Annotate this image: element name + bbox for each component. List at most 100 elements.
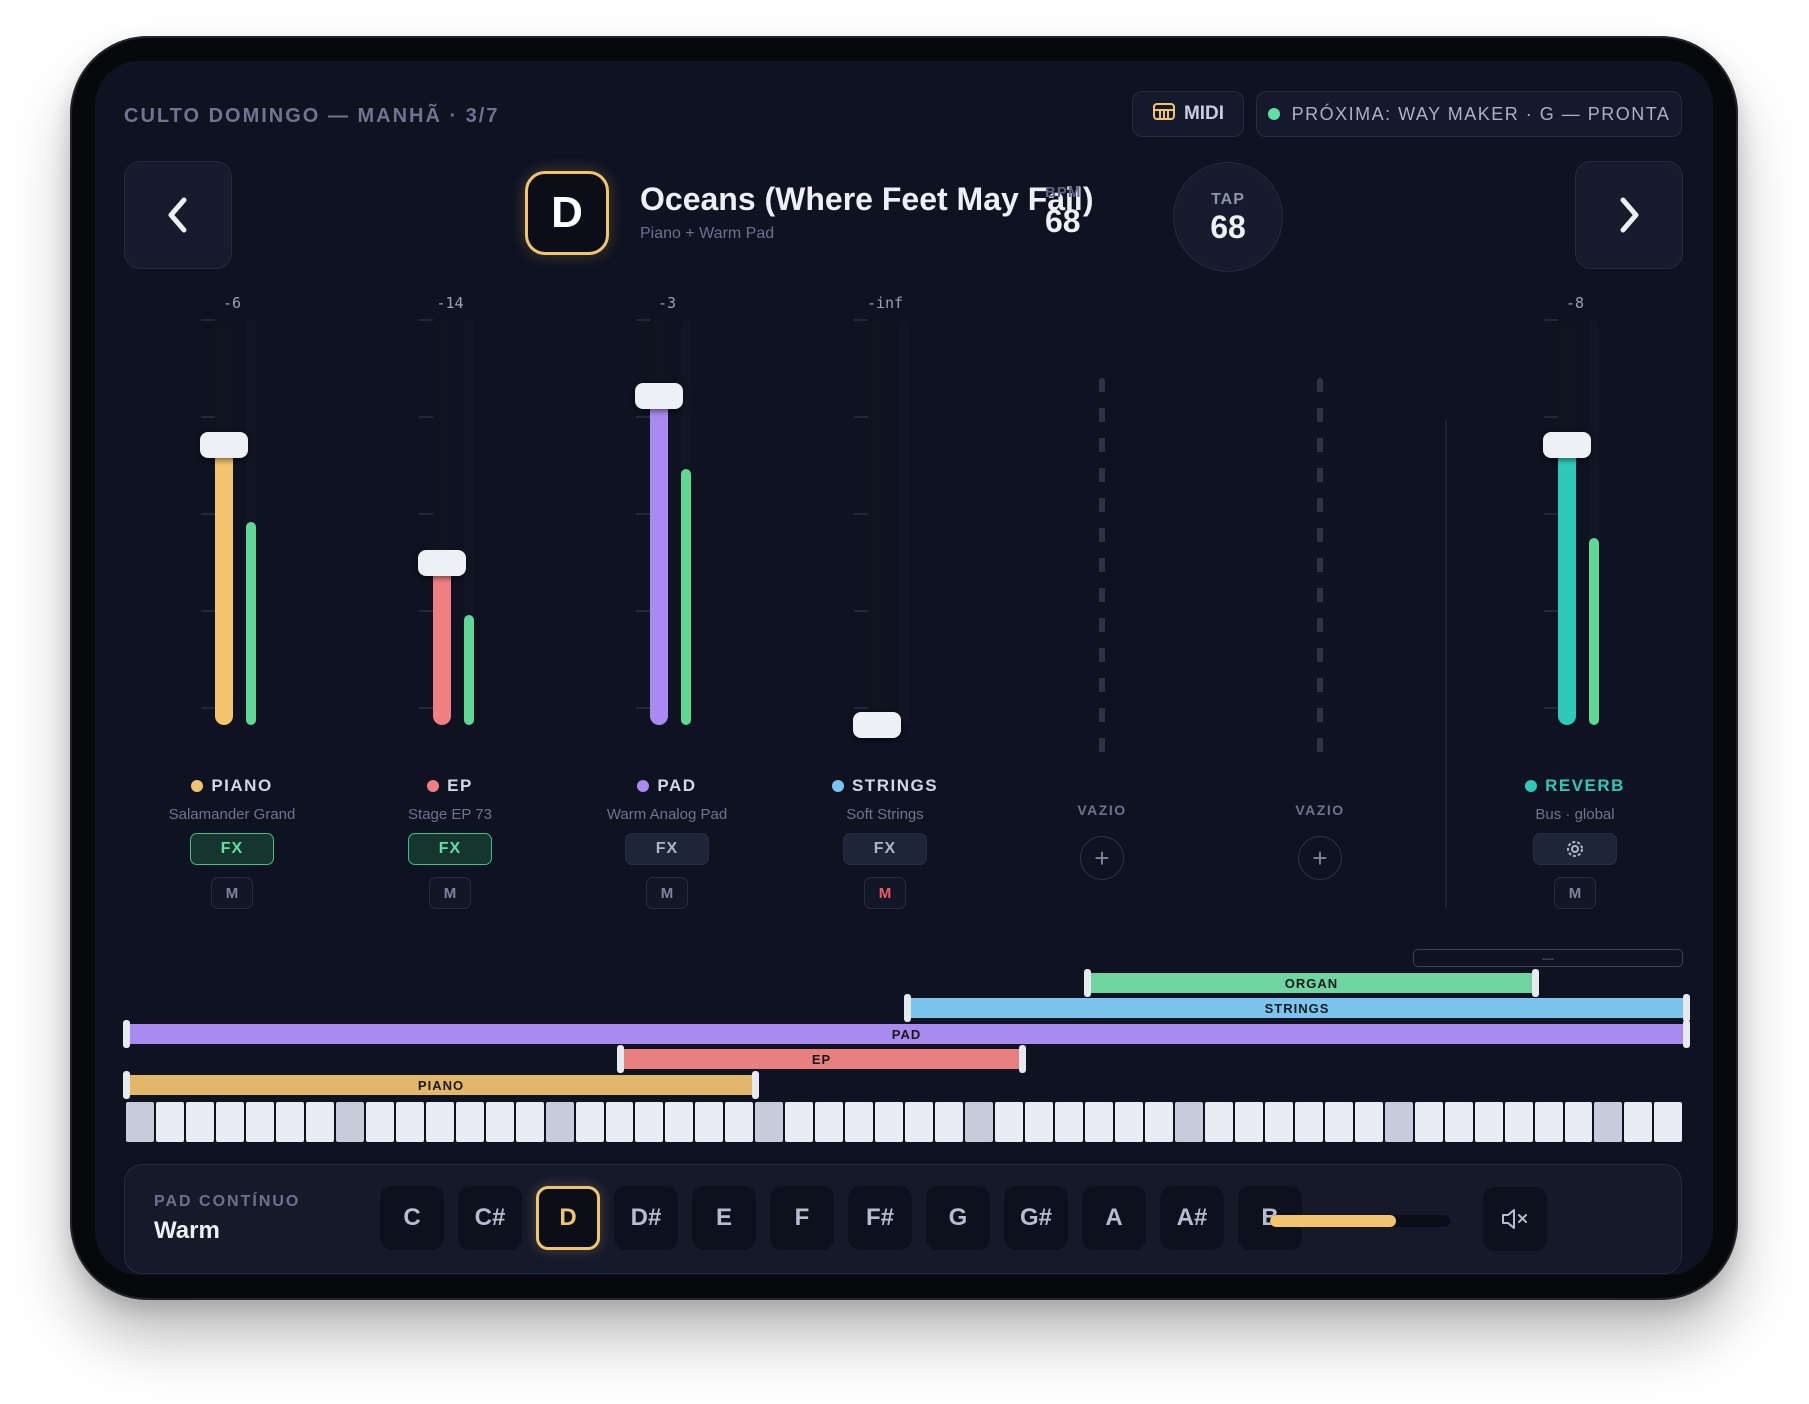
piano-key[interactable] xyxy=(455,1102,484,1142)
piano-key[interactable] xyxy=(395,1102,424,1142)
midi-button[interactable]: MIDI xyxy=(1132,91,1244,137)
piano-key[interactable] xyxy=(1114,1102,1143,1142)
piano-key[interactable] xyxy=(695,1102,724,1142)
fader-handle[interactable] xyxy=(418,550,466,576)
piano-key[interactable] xyxy=(995,1102,1024,1142)
piano-key[interactable] xyxy=(245,1102,274,1142)
tap-tempo-button[interactable]: TAP 68 xyxy=(1173,162,1283,272)
fader-track[interactable] xyxy=(868,319,886,725)
fader-handle[interactable] xyxy=(200,432,248,458)
zone-ep[interactable]: EP xyxy=(617,1045,1026,1073)
piano-key[interactable] xyxy=(1654,1102,1683,1142)
piano-key[interactable] xyxy=(1354,1102,1383,1142)
fader-handle[interactable] xyxy=(635,383,683,409)
pad-preset[interactable]: Warm xyxy=(154,1217,220,1244)
piano-key[interactable] xyxy=(1384,1102,1413,1142)
zone-handle-left[interactable] xyxy=(123,1020,130,1048)
fx-button[interactable]: FX xyxy=(843,833,927,865)
zone-handle-right[interactable] xyxy=(1532,969,1539,997)
piano-key[interactable] xyxy=(755,1102,784,1142)
fx-button[interactable]: FX xyxy=(625,833,709,865)
piano-key[interactable] xyxy=(845,1102,874,1142)
piano-key[interactable] xyxy=(815,1102,844,1142)
piano-key[interactable] xyxy=(1324,1102,1353,1142)
add-channel-button[interactable]: + xyxy=(1298,836,1342,880)
pad-note-button[interactable]: F# xyxy=(848,1186,912,1250)
piano-key[interactable] xyxy=(155,1102,184,1142)
pad-note-button[interactable]: E xyxy=(692,1186,756,1250)
zone-handle-left[interactable] xyxy=(617,1045,624,1073)
piano-key[interactable] xyxy=(1174,1102,1203,1142)
piano-key[interactable] xyxy=(1025,1102,1054,1142)
piano-key[interactable] xyxy=(1444,1102,1473,1142)
add-channel-button[interactable]: + xyxy=(1080,836,1124,880)
piano-key[interactable] xyxy=(185,1102,214,1142)
pad-note-button[interactable]: F xyxy=(770,1186,834,1250)
piano-key[interactable] xyxy=(1504,1102,1533,1142)
mute-button[interactable]: M xyxy=(211,877,253,909)
piano-key[interactable] xyxy=(275,1102,304,1142)
pad-mute-button[interactable] xyxy=(1483,1187,1547,1251)
piano-key[interactable] xyxy=(425,1102,454,1142)
piano-key[interactable] xyxy=(1204,1102,1233,1142)
zone-handle-right[interactable] xyxy=(752,1071,759,1099)
piano-key[interactable] xyxy=(126,1102,154,1142)
pad-note-button[interactable]: D xyxy=(536,1186,600,1250)
piano-key[interactable] xyxy=(635,1102,664,1142)
pad-note-button[interactable]: C xyxy=(380,1186,444,1250)
fx-button[interactable]: FX xyxy=(408,833,492,865)
piano-key[interactable] xyxy=(1414,1102,1443,1142)
zone-piano[interactable]: PIANO xyxy=(123,1071,759,1099)
pad-note-button[interactable]: A xyxy=(1082,1186,1146,1250)
piano-key[interactable] xyxy=(935,1102,964,1142)
next-song-status[interactable]: PRÓXIMA: WAY MAKER · G — PRONTA xyxy=(1256,91,1682,137)
zone-handle-left[interactable] xyxy=(1084,969,1091,997)
piano-key[interactable] xyxy=(365,1102,394,1142)
keyboard[interactable] xyxy=(126,1102,1683,1142)
pad-note-button[interactable]: C# xyxy=(458,1186,522,1250)
piano-key[interactable] xyxy=(515,1102,544,1142)
pad-volume-slider[interactable] xyxy=(1270,1215,1450,1227)
piano-key[interactable] xyxy=(1144,1102,1173,1142)
piano-key[interactable] xyxy=(575,1102,604,1142)
fx-button[interactable]: FX xyxy=(190,833,274,865)
pad-note-button[interactable]: A# xyxy=(1160,1186,1224,1250)
previous-song-button[interactable] xyxy=(124,161,232,269)
pad-note-button[interactable]: G# xyxy=(1004,1186,1068,1250)
zone-strings[interactable]: STRINGS xyxy=(904,994,1690,1022)
piano-key[interactable] xyxy=(605,1102,634,1142)
fader-handle[interactable] xyxy=(853,712,901,738)
piano-key[interactable] xyxy=(305,1102,334,1142)
piano-key[interactable] xyxy=(1534,1102,1563,1142)
piano-key[interactable] xyxy=(1474,1102,1503,1142)
piano-key[interactable] xyxy=(1624,1102,1653,1142)
piano-key[interactable] xyxy=(485,1102,514,1142)
fader-handle[interactable] xyxy=(1543,432,1591,458)
zone-handle-right[interactable] xyxy=(1683,1020,1690,1048)
piano-key[interactable] xyxy=(1294,1102,1323,1142)
piano-key[interactable] xyxy=(1085,1102,1113,1142)
pad-note-button[interactable]: G xyxy=(926,1186,990,1250)
piano-key[interactable] xyxy=(965,1102,994,1142)
zone-handle-right[interactable] xyxy=(1019,1045,1026,1073)
piano-key[interactable] xyxy=(1234,1102,1263,1142)
pad-note-button[interactable]: D# xyxy=(614,1186,678,1250)
mute-button[interactable]: M xyxy=(864,877,906,909)
piano-key[interactable] xyxy=(785,1102,814,1142)
piano-key[interactable] xyxy=(335,1102,364,1142)
piano-key[interactable] xyxy=(215,1102,244,1142)
mute-button[interactable]: M xyxy=(646,877,688,909)
piano-key[interactable] xyxy=(1594,1102,1623,1142)
zone-handle-right[interactable] xyxy=(1683,994,1690,1022)
zone-handle-left[interactable] xyxy=(123,1071,130,1099)
zone-pad[interactable]: PAD xyxy=(123,1020,1690,1048)
piano-key[interactable] xyxy=(725,1102,754,1142)
piano-key[interactable] xyxy=(875,1102,904,1142)
zone-organ[interactable]: ORGAN xyxy=(1084,969,1539,997)
piano-key[interactable] xyxy=(905,1102,934,1142)
piano-key[interactable] xyxy=(1055,1102,1083,1142)
mute-button[interactable]: M xyxy=(429,877,471,909)
piano-key[interactable] xyxy=(1564,1102,1593,1142)
empty-zone-slot[interactable]: — xyxy=(1413,949,1683,967)
piano-key[interactable] xyxy=(665,1102,694,1142)
